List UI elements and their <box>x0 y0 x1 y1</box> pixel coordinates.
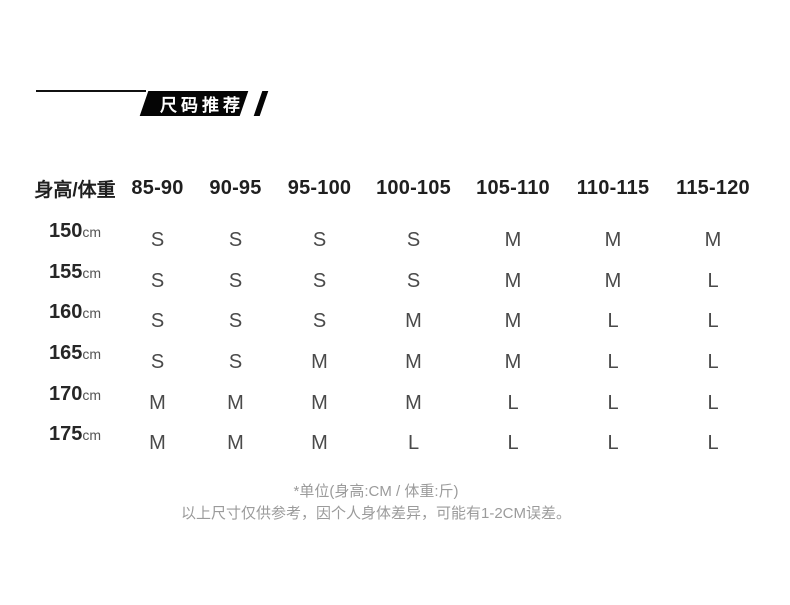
size-cell: S <box>150 310 165 333</box>
height-unit: cm <box>82 386 102 403</box>
height-row-label: 150 cm <box>31 220 119 261</box>
size-cell: S <box>406 228 421 251</box>
size-cell: L <box>607 391 619 414</box>
size-cell: M <box>604 269 622 292</box>
size-chart-table: 身高/体重 85-90 90-95 95-100 100-105 105-110 110-… <box>31 170 764 464</box>
weight-column-header: 85-90 <box>131 176 184 199</box>
size-cell: M <box>504 269 522 292</box>
height-row-label: 175 cm <box>31 423 119 464</box>
height-unit: cm <box>82 264 102 281</box>
size-cell: M <box>604 228 622 251</box>
height-unit: cm <box>82 305 102 322</box>
size-cell: S <box>228 350 243 373</box>
size-cell: M <box>149 432 166 455</box>
weight-column-header: 105-110 <box>476 176 550 199</box>
height-row-label: 160 cm <box>31 301 119 342</box>
size-cell: S <box>312 269 327 292</box>
size-cell: M <box>504 228 522 251</box>
size-cell: S <box>228 269 243 292</box>
weight-column-header: 115-120 <box>676 176 750 199</box>
size-cell: L <box>507 391 519 414</box>
size-cell: S <box>150 228 165 251</box>
height-unit: cm <box>82 224 102 240</box>
table-row: 160 cm S S S M M L L <box>31 301 764 342</box>
footnote-disclaimer: 以上尺寸仅供参考，因个人身体差异，可能有1-2CM误差。 <box>180 505 571 522</box>
size-cell: M <box>311 391 328 414</box>
height-unit: cm <box>82 346 102 363</box>
size-cell: L <box>507 432 519 455</box>
size-cell: M <box>149 391 166 414</box>
size-cell: L <box>607 350 619 373</box>
size-cell: S <box>150 269 165 292</box>
weight-column-header: 90-95 <box>209 176 262 199</box>
section-title-wrap: 尺码推荐 <box>144 91 244 116</box>
size-cell: S <box>406 269 421 292</box>
size-cell: M <box>227 432 244 455</box>
size-cell: S <box>228 310 243 333</box>
size-cell: M <box>704 228 722 251</box>
size-cell: M <box>311 432 328 455</box>
size-cell: L <box>707 432 719 455</box>
size-cell: L <box>607 432 619 455</box>
size-cell: M <box>504 350 522 373</box>
size-cell: S <box>312 310 327 333</box>
footnotes: *单位(身高:CM / 体重:斤) 以上尺寸仅供参考，因个人身体差异，可能有1-… <box>0 481 752 525</box>
size-cell: M <box>405 310 422 333</box>
size-table-header-row: 身高/体重 85-90 90-95 95-100 100-105 105-110 110-… <box>31 170 764 206</box>
size-cell: M <box>405 350 422 373</box>
table-row: 155 cm S S S S M M L <box>31 261 764 302</box>
height-row-label: 170 cm <box>31 383 119 424</box>
size-cell: L <box>607 310 619 333</box>
size-cell: S <box>150 350 165 373</box>
size-cell: L <box>707 269 719 292</box>
banner-accent-line <box>36 90 146 92</box>
banner-tail-slash <box>253 91 269 116</box>
height-value: 175 <box>48 423 83 446</box>
size-cell: M <box>311 350 328 373</box>
height-value: 160 <box>48 301 83 324</box>
height-unit: cm <box>82 427 102 444</box>
size-cell: L <box>707 350 719 373</box>
footnote-units: *单位(身高:CM / 体重:斤) <box>293 483 459 500</box>
weight-column-header: 100-105 <box>376 176 451 199</box>
size-table-body: 150 cm S S S S M M M 155 cm S S S S M M L 160 cm S S S M M L L 165 c… <box>31 220 764 464</box>
section-title: 尺码推荐 <box>160 96 244 115</box>
height-value: 165 <box>48 342 83 365</box>
weight-column-header: 110-115 <box>576 176 650 199</box>
table-row: 175 cm M M M L L L L <box>31 423 764 464</box>
height-row-label: 155 cm <box>31 261 119 302</box>
corner-header: 身高/体重 <box>34 179 116 201</box>
size-cell: S <box>312 228 327 251</box>
size-cell: S <box>228 228 243 251</box>
size-cell: L <box>707 310 719 333</box>
table-row: 170 cm M M M M L L L <box>31 383 764 424</box>
table-row: 165 cm S S M M M L L <box>31 342 764 383</box>
size-cell: M <box>405 391 422 414</box>
size-cell: L <box>707 391 719 414</box>
table-row: 150 cm S S S S M M M <box>31 220 764 261</box>
height-value: 170 <box>48 382 83 405</box>
size-cell: M <box>504 310 522 333</box>
height-value: 150 <box>48 220 83 242</box>
size-cell: M <box>227 391 244 414</box>
size-cell: L <box>407 432 420 455</box>
height-row-label: 165 cm <box>31 342 119 383</box>
weight-column-header: 95-100 <box>287 176 352 199</box>
height-value: 155 <box>48 260 83 283</box>
